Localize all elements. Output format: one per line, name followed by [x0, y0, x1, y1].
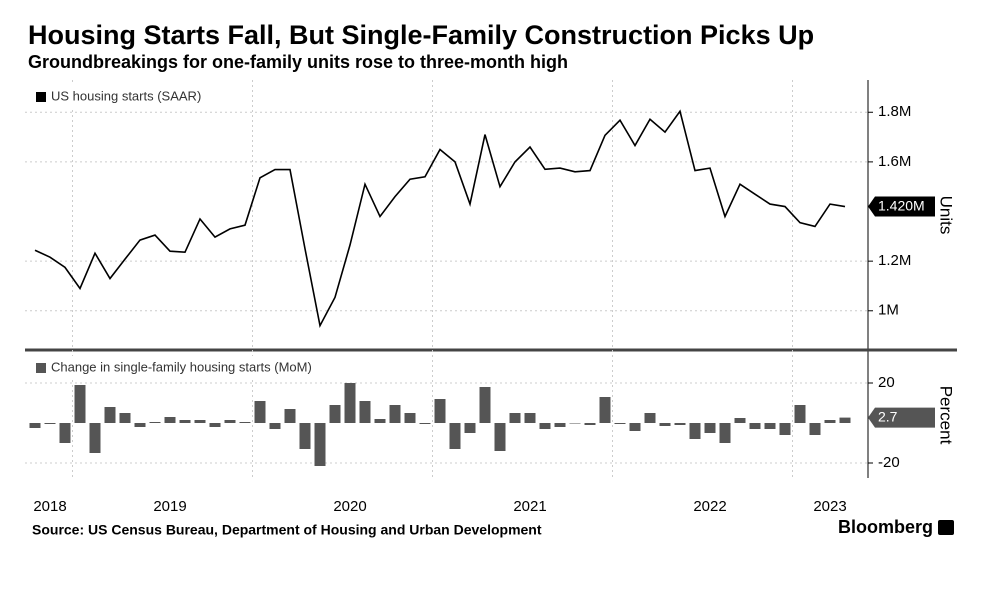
bar: [704, 423, 716, 433]
chart-subtitle: Groundbreakings for one-family units ros…: [28, 52, 568, 72]
bar: [104, 407, 116, 423]
bar: [149, 422, 161, 423]
bar: [404, 413, 416, 423]
bar: [134, 423, 146, 427]
bar: [209, 423, 221, 427]
y-tick-label: 20: [878, 374, 895, 391]
y-tick-label: 1.8M: [878, 103, 911, 120]
bar: [719, 423, 731, 443]
bar: [779, 423, 791, 435]
bar: [449, 423, 461, 449]
bar: [659, 423, 671, 426]
bar: [194, 420, 206, 423]
bar: [479, 387, 491, 423]
bar: [749, 423, 761, 429]
value-label: 1.420M: [878, 197, 925, 213]
legend-box: [29, 85, 231, 109]
bar: [794, 405, 806, 423]
bar: [29, 423, 41, 428]
bar: [284, 409, 296, 423]
source: Source: US Census Bureau, Department of …: [32, 522, 542, 538]
bar: [314, 423, 326, 466]
legend-label: US housing starts (SAAR): [51, 88, 201, 103]
bar: [629, 423, 641, 431]
bar: [299, 423, 311, 449]
legend-box: [29, 356, 377, 380]
bar: [764, 423, 776, 429]
bar: [599, 397, 611, 423]
bar: [509, 413, 521, 423]
y-tick-label: -20: [878, 454, 900, 471]
x-tick-label: 2022: [693, 498, 726, 515]
bar: [239, 422, 251, 423]
x-tick-label: 2023: [813, 498, 846, 515]
value-label: 2.7: [878, 408, 898, 424]
bar: [674, 423, 686, 425]
value-tag: [868, 196, 935, 217]
bar: [269, 423, 281, 429]
bar: [824, 420, 836, 423]
legend-label: Change in single-family housing starts (…: [51, 359, 312, 374]
bar: [359, 401, 371, 423]
bar: [554, 423, 566, 427]
line: [34, 109, 846, 329]
y-tick-label: 1M: [878, 302, 899, 319]
bar: [539, 423, 551, 429]
bar: [374, 419, 386, 423]
bar: [494, 423, 506, 451]
bar: [434, 399, 446, 423]
bar: [419, 423, 431, 424]
bar: [344, 383, 356, 423]
y-axis-label: Units: [937, 196, 956, 235]
x-tick-label: 2019: [153, 498, 186, 515]
bar: [179, 420, 191, 423]
bar: [254, 401, 266, 423]
bar: [689, 423, 701, 439]
bar: [584, 423, 596, 425]
y-tick-label: 1.6M: [878, 153, 911, 170]
bar: [644, 413, 656, 423]
bar: [164, 417, 176, 423]
bar: [569, 423, 581, 424]
legend-swatch: [36, 363, 46, 373]
bar: [809, 423, 821, 435]
brand-icon: [938, 520, 954, 535]
bar: [614, 423, 626, 424]
bar: [44, 423, 56, 424]
bar: [734, 418, 746, 423]
x-tick-label: 2020: [333, 498, 366, 515]
y-tick-label: 1.2M: [878, 252, 911, 269]
x-tick-label: 2021: [513, 498, 546, 515]
bar: [119, 413, 131, 423]
legend-swatch: [36, 92, 46, 102]
brand: Bloomberg: [838, 517, 933, 537]
bar: [464, 423, 476, 433]
bar: [839, 417, 851, 423]
bar: [224, 420, 236, 423]
y-axis-label: Percent: [937, 386, 956, 445]
value-tag: [868, 407, 935, 428]
bar: [329, 405, 341, 423]
bar: [59, 423, 71, 443]
bar: [89, 423, 101, 453]
bar: [389, 405, 401, 423]
chart-title: Housing Starts Fall, But Single-Family C…: [28, 20, 814, 50]
x-tick-label: 2018: [33, 498, 66, 515]
bar: [524, 413, 536, 423]
bar: [74, 385, 86, 423]
